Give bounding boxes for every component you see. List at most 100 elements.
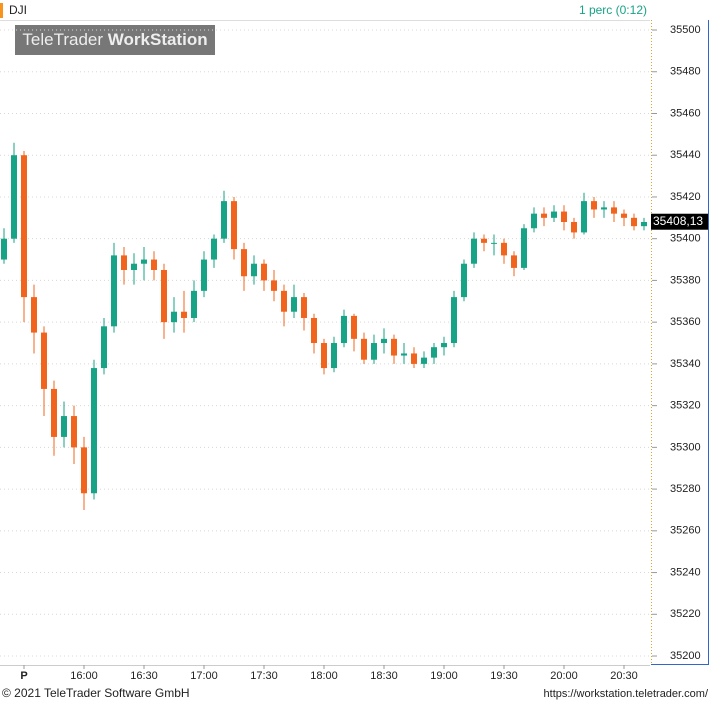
x-tick-label: P [20, 670, 27, 682]
candle-body [311, 317, 317, 344]
y-tick-label: 35320 [670, 400, 701, 412]
candle-body [341, 315, 347, 344]
y-tick-label: 35220 [670, 608, 701, 620]
candle-body [11, 155, 17, 239]
candle-body [141, 259, 147, 264]
x-tick-label: 16:30 [130, 670, 158, 682]
candle-body [181, 311, 187, 318]
x-tick-label: 17:00 [190, 670, 218, 682]
candle-body [591, 201, 597, 210]
candle-body [301, 297, 307, 318]
candle-body [131, 263, 137, 270]
candle-body [211, 238, 217, 260]
watermark: TeleTrader WorkStation [22, 30, 207, 49]
candle-body [511, 255, 517, 268]
candle-body [101, 326, 107, 369]
copyright: © 2021 TeleTrader Software GmbH [2, 686, 190, 700]
watermark-brand: TeleTrader [22, 30, 103, 49]
y-tick-label: 35340 [670, 358, 701, 370]
x-tick-label: 17:30 [250, 670, 278, 682]
symbol: DJI [9, 3, 27, 17]
candle-body [111, 255, 117, 327]
candle-body [541, 213, 547, 218]
candle-body [411, 353, 417, 364]
candle-body [291, 297, 297, 312]
candle-body [21, 155, 27, 298]
candle-body [51, 388, 57, 437]
candle-body [381, 338, 387, 344]
candle-body [581, 201, 587, 233]
candle-body [431, 347, 437, 358]
candle-body [471, 238, 477, 264]
y-tick-label: 35280 [670, 483, 701, 495]
candle-body [351, 315, 357, 339]
candle-body [91, 368, 97, 494]
y-tick-label: 35200 [670, 650, 701, 662]
y-tick-label: 35440 [670, 149, 701, 161]
y-tick-label: 35500 [670, 24, 701, 36]
x-tick-label: 20:00 [550, 670, 578, 682]
url: https://workstation.teletrader.com/ [544, 688, 709, 700]
candle-body [121, 255, 127, 270]
candle-body [561, 211, 567, 222]
candle-body [441, 343, 447, 348]
candle-body [481, 238, 487, 243]
symbol-marker [0, 3, 3, 18]
candle-body [171, 311, 177, 323]
candle-body [621, 213, 627, 218]
candle-body [421, 357, 427, 364]
interval: 1 perc (0:12) [579, 3, 647, 17]
candle-body [501, 242, 507, 256]
y-tick-label: 35420 [670, 191, 701, 203]
candle-body [571, 221, 577, 233]
y-tick-label: 35240 [670, 566, 701, 578]
x-tick-label: 18:00 [310, 670, 338, 682]
candle-body [241, 249, 247, 277]
candle-body [281, 290, 287, 312]
candle-body [601, 207, 607, 210]
candle-body [531, 213, 537, 229]
candle-body [521, 228, 527, 268]
candle-body [41, 332, 47, 389]
candle-body [361, 338, 367, 360]
candle-body [151, 259, 157, 270]
y-tick-label: 35300 [670, 441, 701, 453]
candle-body [611, 207, 617, 214]
candle-body [61, 416, 67, 437]
candle-body [191, 290, 197, 318]
candle-body [221, 201, 227, 239]
candle-body [81, 447, 87, 494]
x-tick-label: 20:30 [610, 670, 638, 682]
x-tick-label: 19:30 [490, 670, 518, 682]
watermark-product: WorkStation [108, 30, 208, 49]
candle-body [331, 343, 337, 369]
candle-body [551, 211, 557, 218]
candle-body [371, 343, 377, 360]
y-tick-label: 35400 [670, 233, 701, 245]
candle-body [271, 280, 277, 291]
x-tick-label: 19:00 [430, 670, 458, 682]
candle-body [201, 259, 207, 291]
candle-body [231, 201, 237, 250]
x-tick-label: 18:30 [370, 670, 398, 682]
candle-body [1, 238, 7, 260]
candle-body [321, 343, 327, 369]
candle-body [31, 297, 37, 333]
y-tick-label: 35480 [670, 66, 701, 78]
candle-body [641, 221, 647, 227]
candle-body [451, 297, 457, 344]
candle-body [71, 416, 77, 448]
candle-body [251, 263, 257, 277]
candle-body [461, 263, 467, 298]
candle-body [401, 353, 407, 356]
y-tick-label: 35380 [670, 274, 701, 286]
candle-body [161, 269, 167, 323]
last-price-label: 35408,13 [653, 214, 703, 228]
candle-body [631, 217, 637, 227]
x-tick-label: 16:00 [70, 670, 98, 682]
last-price-box [651, 213, 708, 230]
candle-body [491, 242, 497, 244]
y-tick-label: 35360 [670, 316, 701, 328]
